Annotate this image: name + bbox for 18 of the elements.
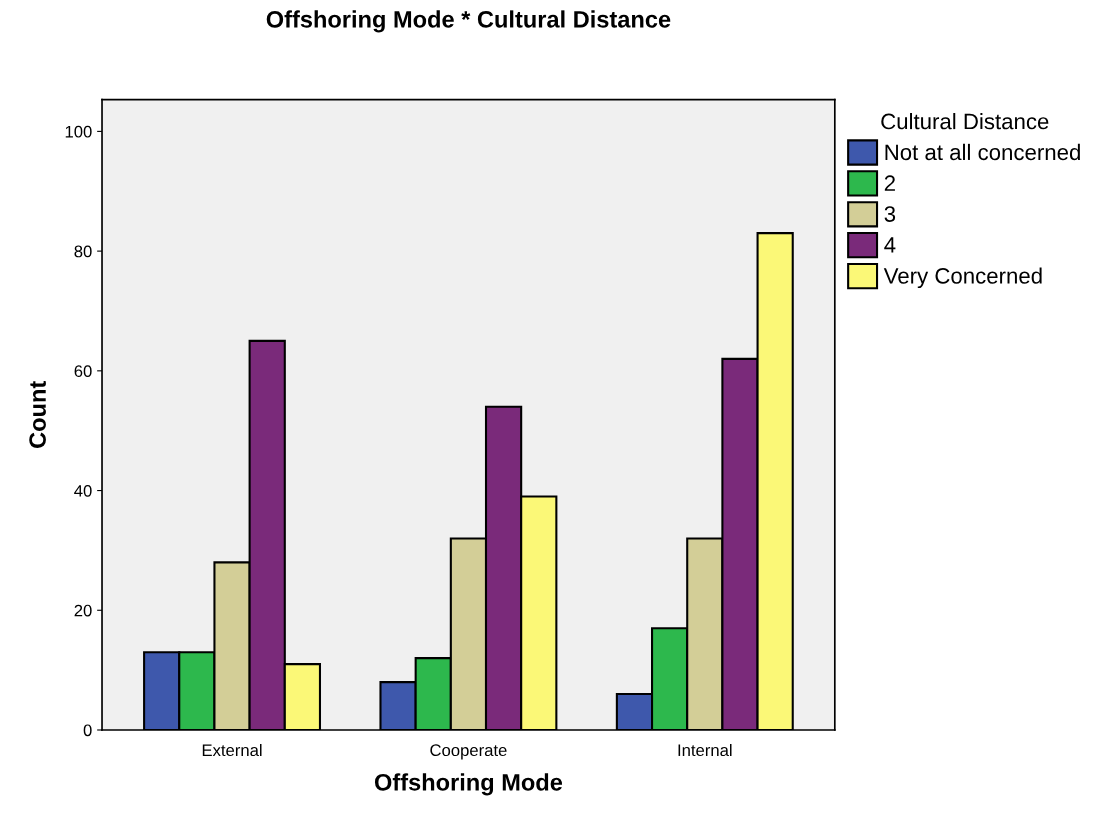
x-tick-label: External: [202, 743, 262, 757]
legend-label: 2: [884, 175, 895, 191]
y-tick-label: 60: [74, 365, 92, 378]
legend-label: Not at all concerned: [885, 143, 1080, 161]
y-tick-label: 100: [65, 125, 92, 138]
x-tick-label: Internal: [678, 743, 732, 757]
y-tick-label: 80: [74, 245, 92, 258]
x-tick-label: Cooperate: [430, 744, 507, 760]
chart-title: Offshoring Mode * Cultural Distance: [266, 10, 671, 33]
y-tick-label: 0: [83, 724, 92, 737]
legend-label: 4: [884, 237, 896, 253]
y-tick-label: 20: [74, 604, 92, 617]
x-axis-title: Offshoring Mode: [374, 773, 563, 796]
legend-label: Very Concerned: [883, 267, 1042, 289]
legend-title: Cultural Distance: [881, 113, 1049, 130]
legend-label: 3: [884, 206, 896, 222]
y-tick-label: 40: [74, 484, 92, 497]
y-axis-title: Count: [29, 381, 46, 448]
